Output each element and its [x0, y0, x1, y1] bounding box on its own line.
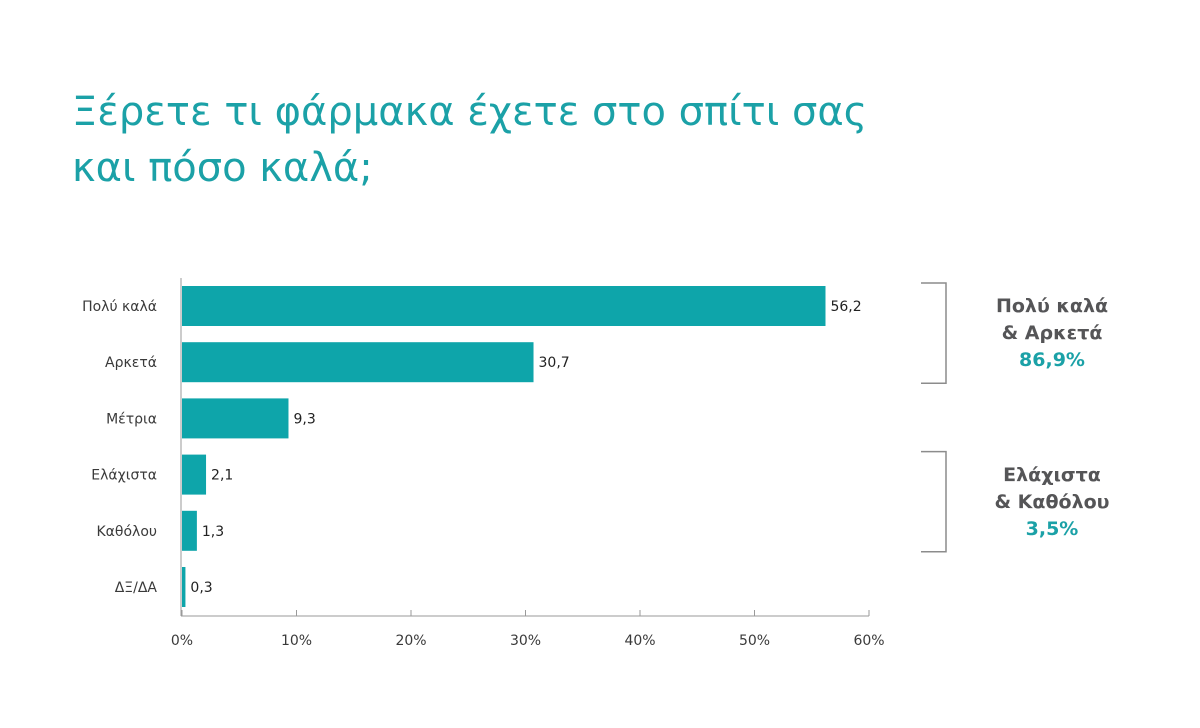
bar-5 [182, 510, 197, 551]
group-label-bottom: Ελάχιστα & Καθόλου 3,5% [952, 462, 1152, 543]
category-label-4: Ελάχιστα [91, 468, 157, 484]
value-label-6: 0,3 [190, 580, 212, 596]
category-label-6: ΔΞ/ΔΑ [115, 580, 158, 596]
x-tick-label-10: 10% [281, 633, 312, 649]
group-top-line-1: Πολύ καλά [995, 295, 1109, 318]
group-top-percent: 86,9% [1019, 349, 1085, 372]
x-tick-label-30: 30% [510, 633, 541, 649]
bar-6 [182, 567, 186, 607]
group-label-top: Πολύ καλά & Αρκετά 86,9% [952, 293, 1152, 374]
category-label-5: Καθόλου [97, 524, 158, 540]
value-label-5: 1,3 [202, 524, 224, 540]
group-bottom-percent: 3,5% [1025, 517, 1079, 540]
group-bracket-2 [921, 450, 947, 553]
value-label-1: 56,2 [830, 299, 861, 315]
category-label-1: Πολύ καλά [82, 299, 157, 315]
group-bracket-1 [921, 282, 947, 384]
title-line-1: Ξέρετε τι φάρμακα έχετε στο σπίτι σας [72, 89, 868, 135]
bar-1 [182, 286, 826, 326]
x-tick-label-40: 40% [624, 633, 655, 649]
bar-2 [182, 342, 534, 383]
x-tick-label-60: 60% [853, 633, 884, 649]
category-label-2: Αρκετά [105, 355, 157, 371]
value-label-4: 2,1 [211, 468, 233, 484]
group-bottom-line-2: & Καθόλου [994, 490, 1110, 513]
x-tick-label-50: 50% [739, 633, 770, 649]
value-label-2: 30,7 [539, 355, 570, 371]
value-label-3: 9,3 [293, 411, 315, 427]
bar-3 [182, 398, 289, 439]
group-bottom-line-1: Ελάχιστα [1003, 463, 1101, 486]
x-tick-label-20: 20% [395, 633, 426, 649]
bar-4 [182, 454, 207, 495]
group-top-line-2: & Αρκετά [1001, 322, 1103, 345]
title-line-2: και πόσο καλά; [72, 145, 373, 191]
chart-title: Ξέρετε τι φάρμακα έχετε στο σπίτι σας κα… [72, 84, 867, 196]
x-tick-label-0: 0% [171, 633, 193, 649]
category-label-3: Μέτρια [106, 411, 157, 427]
